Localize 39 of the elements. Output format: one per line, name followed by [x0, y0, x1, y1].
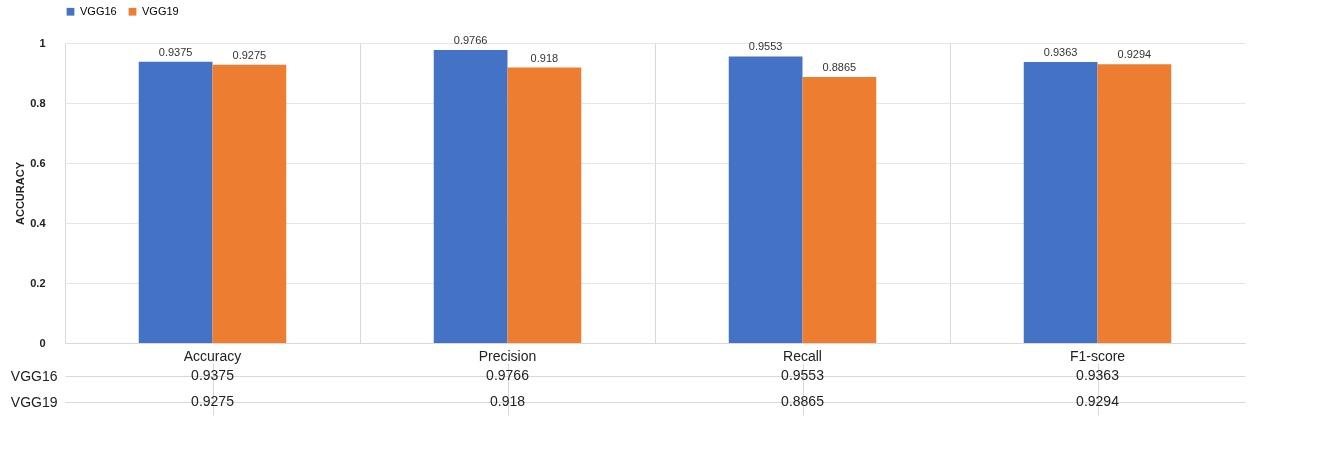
data-label: 0.9766 [453, 34, 488, 47]
bar [433, 50, 508, 343]
y-tick-label: 0.8 [30, 96, 46, 109]
bar [138, 61, 213, 343]
data-label: 0.9275 [232, 48, 267, 61]
y-tick-label: 0.6 [30, 156, 46, 169]
bar [728, 56, 803, 343]
y-tick-label: 0 [39, 336, 46, 349]
y-tick-label: 0.2 [30, 276, 46, 289]
y-axis-title: ACCURACY [14, 161, 27, 225]
bar [802, 77, 877, 343]
text: 0.9363 [1076, 367, 1120, 383]
data-label: 0.9294 [1117, 48, 1152, 61]
y-tick-label: 1 [39, 36, 46, 49]
x-tick-label: Precision [478, 347, 537, 364]
text: 0.9553 [781, 367, 825, 383]
bar [1023, 62, 1098, 343]
data-label: 0.9375 [158, 45, 193, 58]
legend-label: VGG16 [80, 4, 117, 17]
text: 0.9294 [1076, 393, 1120, 409]
data-label: 0.9553 [748, 40, 783, 53]
data-label: 0.9363 [1043, 46, 1078, 59]
text: 0.8865 [781, 393, 825, 409]
x-tick-label: Accuracy [183, 347, 242, 364]
x-tick-label: Recall [783, 347, 822, 364]
text: 0.9375 [191, 367, 235, 383]
text: 0.9275 [191, 393, 235, 409]
text: VGG16 [10, 367, 58, 384]
bar [1097, 64, 1172, 343]
data-label: 0.918 [530, 51, 559, 64]
y-tick-label: 0.4 [30, 216, 47, 229]
x-tick-label: F1-score [1069, 347, 1126, 364]
text: VGG19 [10, 393, 58, 410]
data-label: 0.8865 [822, 61, 857, 74]
bar [212, 64, 287, 343]
legend-label: VGG19 [142, 4, 179, 17]
text: 0.918 [489, 393, 526, 409]
text: 0.9766 [486, 367, 530, 383]
bar [507, 67, 582, 343]
